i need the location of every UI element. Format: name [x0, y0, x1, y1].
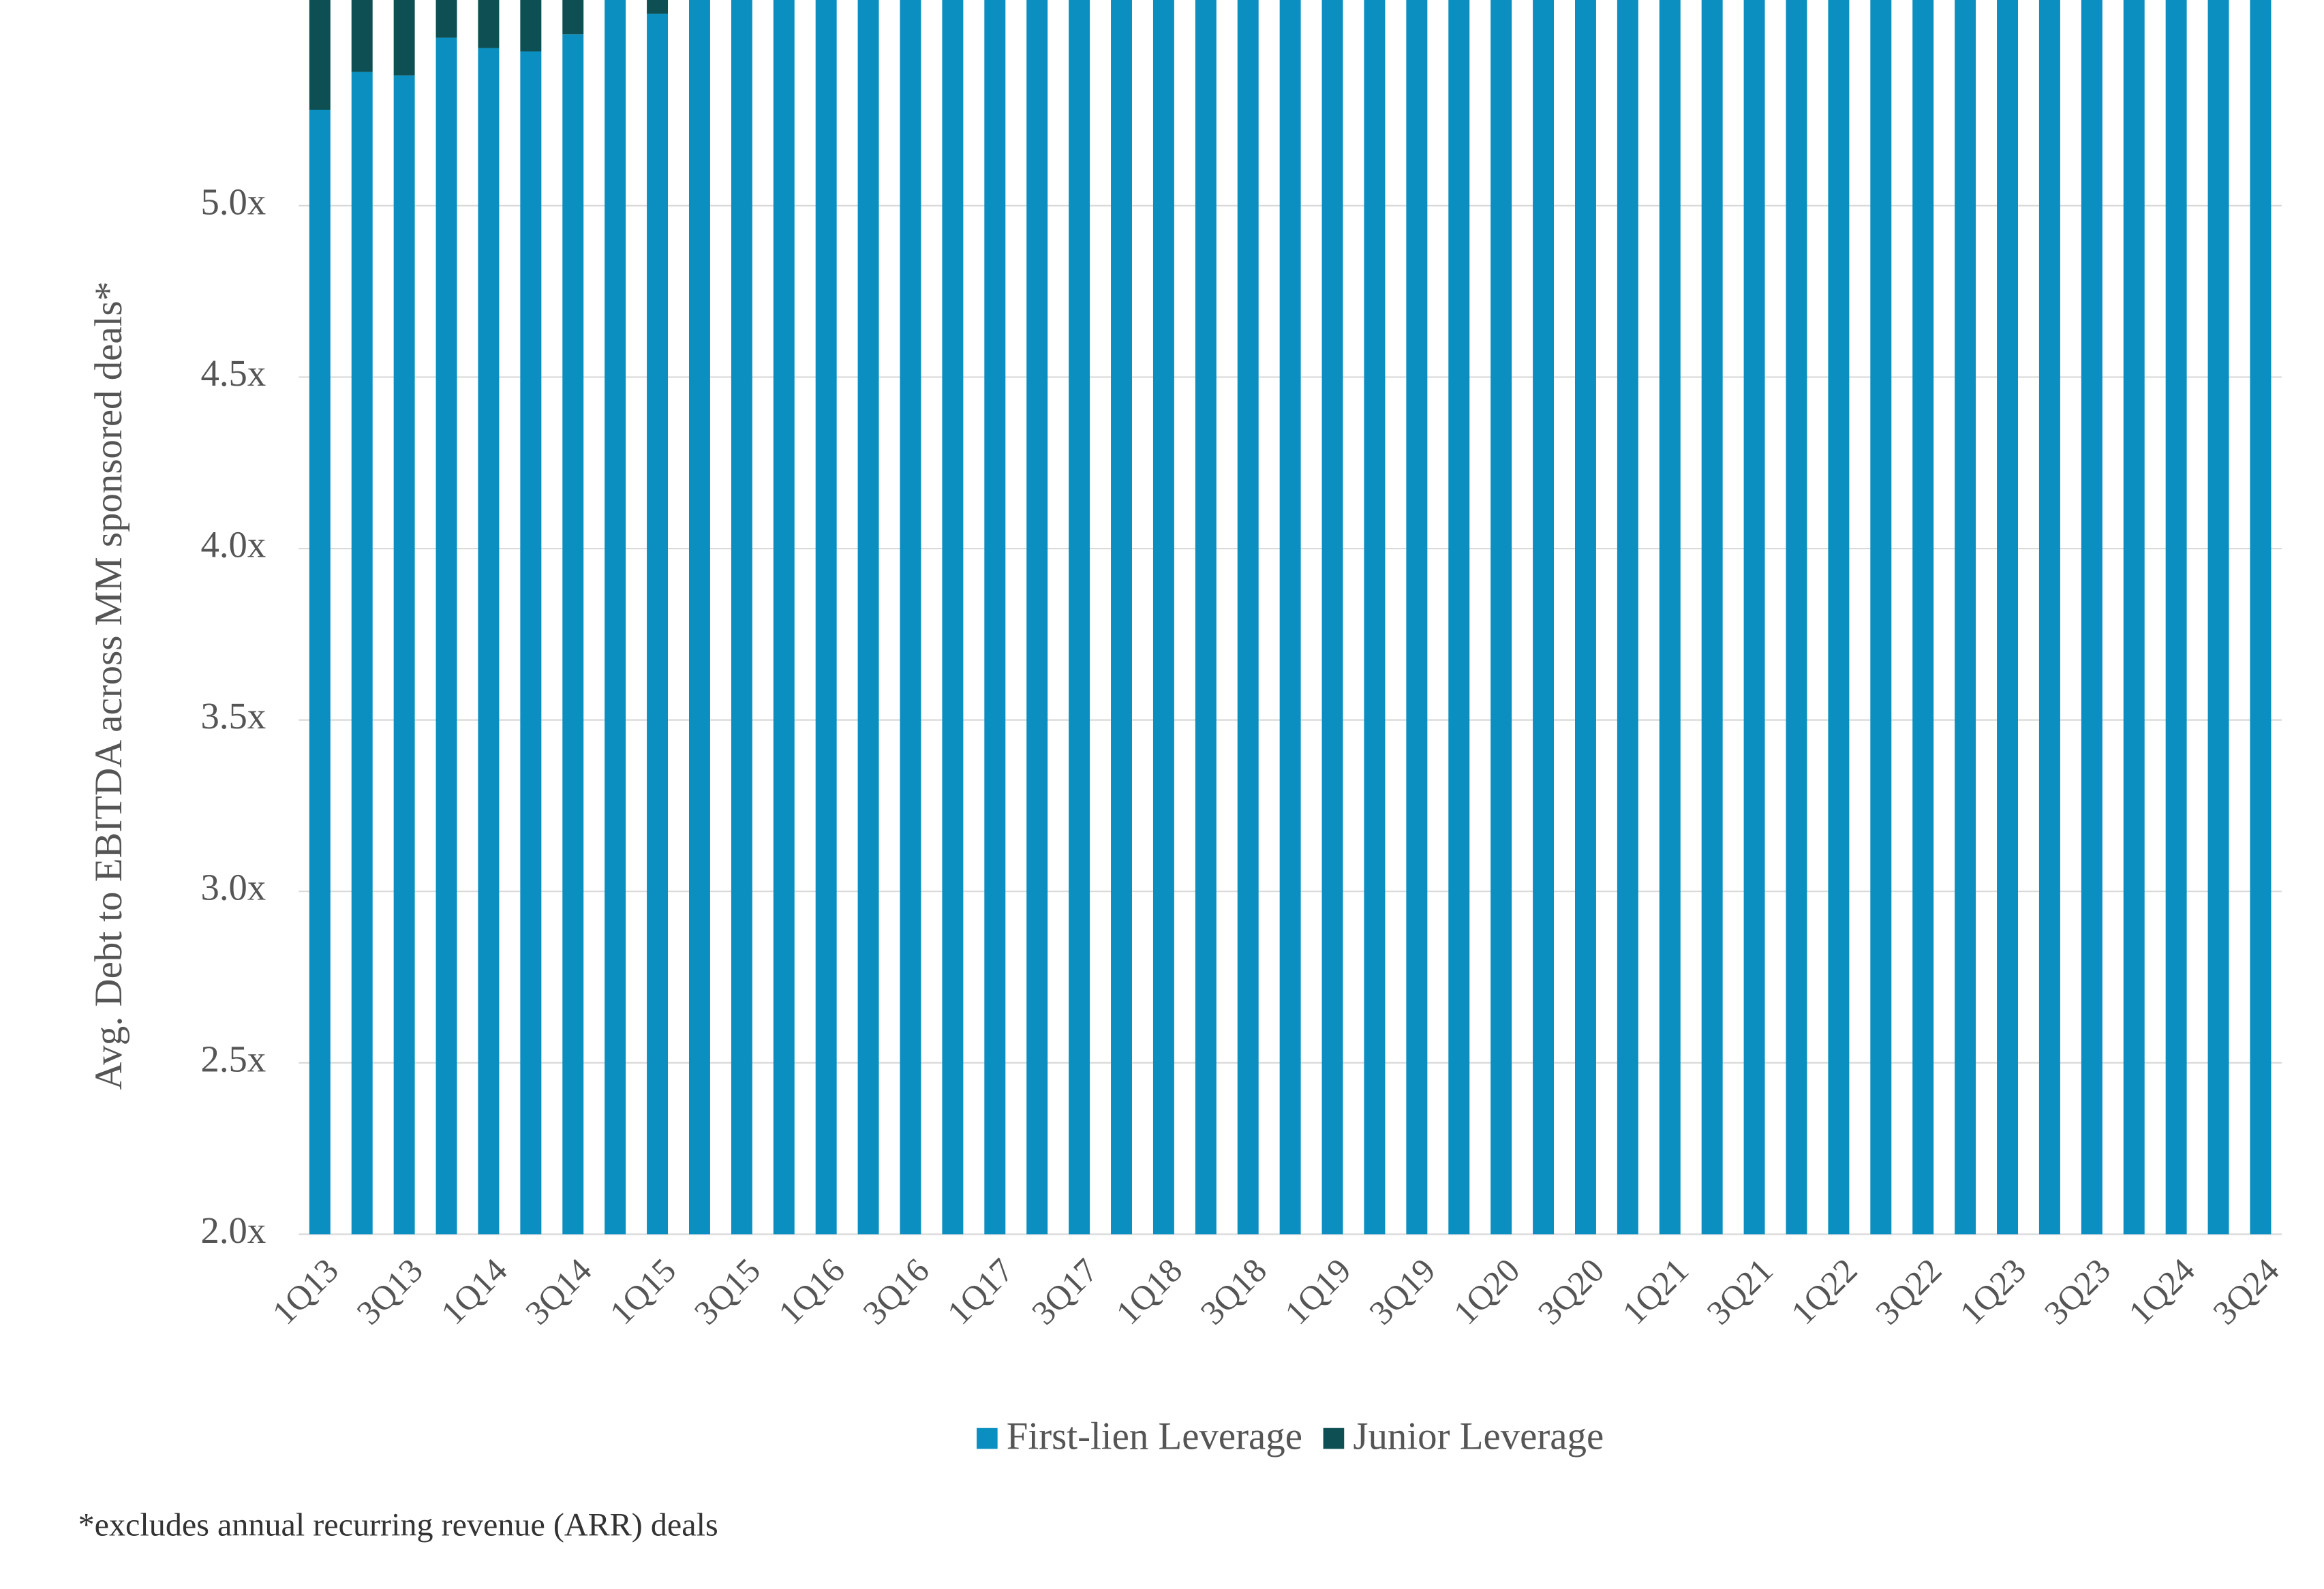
bar-segment	[478, 48, 500, 1235]
y-tick-label: 5.0x	[201, 181, 266, 222]
bar-segment	[393, 75, 415, 1235]
bar-segment	[1490, 0, 1512, 1235]
x-tick-label: 3Q19	[1362, 1251, 1443, 1332]
bar-segment	[942, 0, 964, 1235]
bar-segment	[647, 0, 669, 14]
bar-segment	[562, 34, 584, 1235]
bar-segment	[900, 0, 921, 1235]
bar-segment	[1237, 0, 1259, 1235]
x-tick-label: 1Q14	[433, 1251, 515, 1332]
x-tick-label: 1Q13	[265, 1251, 346, 1332]
bar-segment	[309, 0, 331, 110]
bar-segment	[1701, 0, 1723, 1235]
x-tick-label: 3Q16	[855, 1251, 936, 1332]
legend-label: Junior Leverage	[1353, 1415, 1604, 1457]
bar-segment	[815, 0, 837, 1235]
x-tick-label: 1Q24	[2121, 1251, 2202, 1332]
y-tick-label: 4.0x	[201, 524, 266, 566]
bar-segment	[1152, 0, 1174, 1235]
y-tick-label: 2.5x	[201, 1038, 266, 1079]
x-tick-label: 1Q20	[1446, 1251, 1527, 1332]
x-tick-label: 1Q15	[602, 1251, 684, 1332]
bar-segment	[1574, 0, 1596, 1235]
y-tick-label: 3.5x	[201, 695, 266, 737]
bar-segment	[2123, 0, 2145, 1235]
bar-segment	[1279, 0, 1301, 1235]
bar-segment	[857, 0, 879, 1235]
bar-segment	[2038, 0, 2060, 1235]
x-tick-label: 3Q13	[349, 1251, 430, 1332]
x-tick-label: 3Q24	[2205, 1251, 2287, 1332]
bar-segment	[2165, 0, 2187, 1235]
bar-segment	[309, 110, 331, 1235]
bar-segment	[1406, 0, 1428, 1235]
bar-segment	[1617, 0, 1638, 1235]
bar-segment	[1026, 0, 1048, 1235]
x-tick-label: 3Q23	[2037, 1251, 2118, 1332]
bar-segment	[1870, 0, 1892, 1235]
bar-segment	[984, 0, 1006, 1235]
x-tick-label: 1Q23	[1953, 1251, 2034, 1332]
x-tick-label: 3Q14	[518, 1251, 599, 1332]
bar-segment	[1743, 0, 1765, 1235]
bar-segment	[647, 14, 669, 1235]
y-tick-label: 4.5x	[201, 352, 266, 394]
x-tick-label: 1Q17	[940, 1251, 1021, 1332]
legend-swatch	[977, 1428, 998, 1449]
bar-segment	[562, 0, 584, 35]
bar-segment	[1111, 0, 1132, 1235]
bar-segment	[1786, 0, 1807, 1235]
bar-segment	[520, 0, 542, 52]
x-tick-label: 3Q18	[1193, 1251, 1274, 1332]
bar-segment	[520, 51, 542, 1235]
bar-segment	[1364, 0, 1386, 1235]
bar-segment	[1533, 0, 1555, 1235]
bar-segment	[1448, 0, 1470, 1235]
x-tick-label: 1Q16	[771, 1251, 852, 1332]
x-tick-label: 3Q21	[1699, 1251, 1780, 1332]
bar-segment	[1069, 0, 1090, 1235]
bar-segment	[731, 0, 752, 1235]
bar-segment	[351, 0, 373, 72]
bar-segment	[2081, 0, 2103, 1235]
x-tick-label: 3Q22	[1868, 1251, 1949, 1332]
x-tick-label: 1Q18	[1109, 1251, 1190, 1332]
x-tick-label: 3Q17	[1024, 1251, 1105, 1332]
x-tick-label: 1Q22	[1784, 1251, 1865, 1332]
bar-segment	[1955, 0, 1976, 1235]
legend-swatch	[1323, 1428, 1345, 1449]
bar-segment	[1997, 0, 2018, 1235]
bar-segment	[2207, 0, 2229, 1235]
bar-segment	[2250, 0, 2272, 1235]
bar-segment	[605, 0, 626, 1235]
y-tick-label: 3.0x	[201, 867, 266, 908]
bar-segment	[1912, 0, 1934, 1235]
bar-segment	[1659, 0, 1681, 1235]
y-tick-label: 2.0x	[201, 1209, 266, 1251]
bar-segment	[1195, 0, 1217, 1235]
bar-segment	[1828, 0, 1850, 1235]
x-tick-label: 1Q19	[1277, 1251, 1358, 1332]
legend-label: First-lien Leverage	[1007, 1415, 1302, 1457]
x-tick-label: 3Q15	[687, 1251, 768, 1332]
bar-segment	[393, 0, 415, 76]
x-tick-label: 3Q20	[1531, 1251, 1612, 1332]
bar-segment	[773, 0, 795, 1235]
bar-segment	[435, 0, 457, 38]
bar-segment	[688, 0, 710, 1235]
y-axis-title: Avg. Debt to EBITDA across MM sponsored …	[87, 281, 130, 1090]
bar-segment	[351, 72, 373, 1235]
x-tick-label: 1Q21	[1615, 1251, 1696, 1332]
footnote: *excludes annual recurring revenue (ARR)…	[78, 1507, 718, 1543]
bar-segment	[435, 37, 457, 1235]
bar-segment	[478, 0, 500, 48]
bar-segment	[1321, 0, 1343, 1235]
